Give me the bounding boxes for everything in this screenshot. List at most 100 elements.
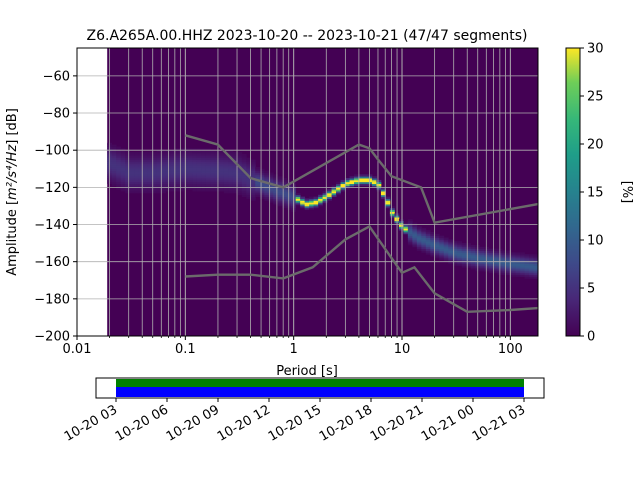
histogram-cell bbox=[237, 153, 243, 157]
histogram-cell bbox=[165, 155, 171, 159]
histogram-cell bbox=[493, 267, 499, 270]
histogram-cell bbox=[439, 250, 445, 253]
histogram-cell bbox=[425, 231, 431, 235]
histogram-cell bbox=[443, 239, 449, 242]
histogram-cell bbox=[466, 243, 472, 246]
histogram-cell bbox=[264, 196, 270, 199]
histogram-cell bbox=[223, 172, 229, 175]
histogram-cell bbox=[250, 181, 256, 185]
histogram-cell bbox=[354, 181, 359, 185]
histogram-cell bbox=[268, 196, 274, 199]
histogram-cell bbox=[246, 179, 252, 183]
histogram-cell bbox=[196, 187, 202, 190]
histogram-cell bbox=[506, 272, 512, 276]
histogram-cell bbox=[277, 194, 283, 198]
histogram-cell bbox=[268, 192, 274, 196]
histogram-cell bbox=[147, 187, 153, 190]
histogram-cell bbox=[511, 269, 516, 272]
histogram-cell bbox=[515, 269, 521, 272]
histogram-cell bbox=[187, 176, 193, 179]
histogram-cell bbox=[416, 228, 422, 231]
histogram-cell bbox=[443, 252, 449, 255]
histogram-cell bbox=[439, 257, 445, 261]
histogram-cell bbox=[120, 150, 126, 153]
histogram-cell bbox=[457, 250, 463, 253]
histogram-cell bbox=[502, 254, 507, 257]
histogram-cell bbox=[349, 181, 355, 185]
histogram-cell bbox=[219, 166, 225, 170]
histogram-cell bbox=[174, 187, 180, 190]
histogram-cell bbox=[502, 252, 507, 255]
histogram-cell bbox=[488, 250, 494, 253]
histogram-cell bbox=[439, 244, 445, 248]
histogram-cell bbox=[273, 185, 279, 188]
histogram-cell bbox=[246, 178, 252, 181]
histogram-cell bbox=[116, 150, 122, 153]
data-coverage-region bbox=[107, 48, 539, 336]
histogram-cell bbox=[183, 153, 189, 157]
histogram-cell bbox=[421, 230, 427, 233]
histogram-cell bbox=[412, 239, 418, 242]
histogram-cell bbox=[201, 148, 207, 151]
histogram-cell bbox=[309, 196, 315, 199]
histogram-cell bbox=[466, 263, 472, 266]
histogram-cell bbox=[192, 187, 198, 190]
histogram-cell bbox=[273, 178, 279, 181]
histogram-cell bbox=[268, 200, 274, 203]
histogram-cell bbox=[282, 196, 288, 199]
histogram-cell bbox=[196, 170, 202, 173]
histogram-cell bbox=[295, 200, 301, 203]
histogram-cell bbox=[273, 191, 279, 194]
histogram-cell bbox=[389, 215, 395, 218]
histogram-cell bbox=[407, 222, 413, 225]
histogram-cell bbox=[129, 155, 135, 159]
histogram-cell bbox=[524, 257, 530, 261]
histogram-cell bbox=[493, 270, 499, 274]
histogram-cell bbox=[300, 196, 306, 199]
histogram-cell bbox=[493, 257, 499, 261]
histogram-cell bbox=[210, 166, 216, 170]
histogram-cell bbox=[470, 244, 476, 248]
histogram-cell bbox=[111, 165, 117, 168]
histogram-cell bbox=[237, 181, 243, 185]
histogram-cell bbox=[170, 166, 175, 170]
histogram-cell bbox=[143, 174, 148, 177]
histogram-cell bbox=[421, 243, 427, 246]
histogram-cell bbox=[156, 170, 162, 173]
histogram-cell bbox=[479, 246, 485, 250]
histogram-cell bbox=[237, 189, 243, 192]
histogram-cell bbox=[183, 187, 189, 190]
histogram-cell bbox=[183, 174, 189, 177]
histogram-cell bbox=[331, 189, 337, 192]
histogram-cell bbox=[138, 185, 144, 188]
histogram-cell bbox=[520, 267, 525, 270]
histogram-cell bbox=[259, 183, 265, 186]
y-tick-label: −140 bbox=[34, 218, 70, 233]
histogram-cell bbox=[502, 272, 507, 276]
histogram-cell bbox=[259, 191, 265, 194]
histogram-cell bbox=[430, 239, 436, 242]
histogram-cell bbox=[187, 179, 193, 183]
histogram-cell bbox=[174, 174, 180, 177]
histogram-cell bbox=[340, 187, 346, 190]
histogram-cell bbox=[488, 261, 494, 264]
histogram-cell bbox=[259, 194, 265, 198]
histogram-cell bbox=[192, 153, 198, 157]
histogram-cell bbox=[389, 207, 395, 211]
histogram-cell bbox=[147, 165, 153, 168]
histogram-cell bbox=[520, 259, 525, 263]
histogram-cell bbox=[434, 235, 440, 238]
histogram-cell bbox=[138, 181, 144, 185]
histogram-cell bbox=[237, 159, 243, 162]
histogram-cell bbox=[179, 185, 184, 188]
histogram-cell bbox=[493, 265, 499, 268]
histogram-cell bbox=[125, 165, 131, 168]
histogram-cell bbox=[125, 166, 131, 170]
histogram-cell bbox=[147, 176, 153, 179]
histogram-cell bbox=[380, 191, 386, 194]
histogram-cell bbox=[407, 224, 413, 227]
histogram-cell bbox=[192, 183, 198, 186]
histogram-cell bbox=[165, 178, 171, 181]
histogram-cell bbox=[430, 235, 436, 238]
histogram-cell bbox=[412, 224, 418, 227]
